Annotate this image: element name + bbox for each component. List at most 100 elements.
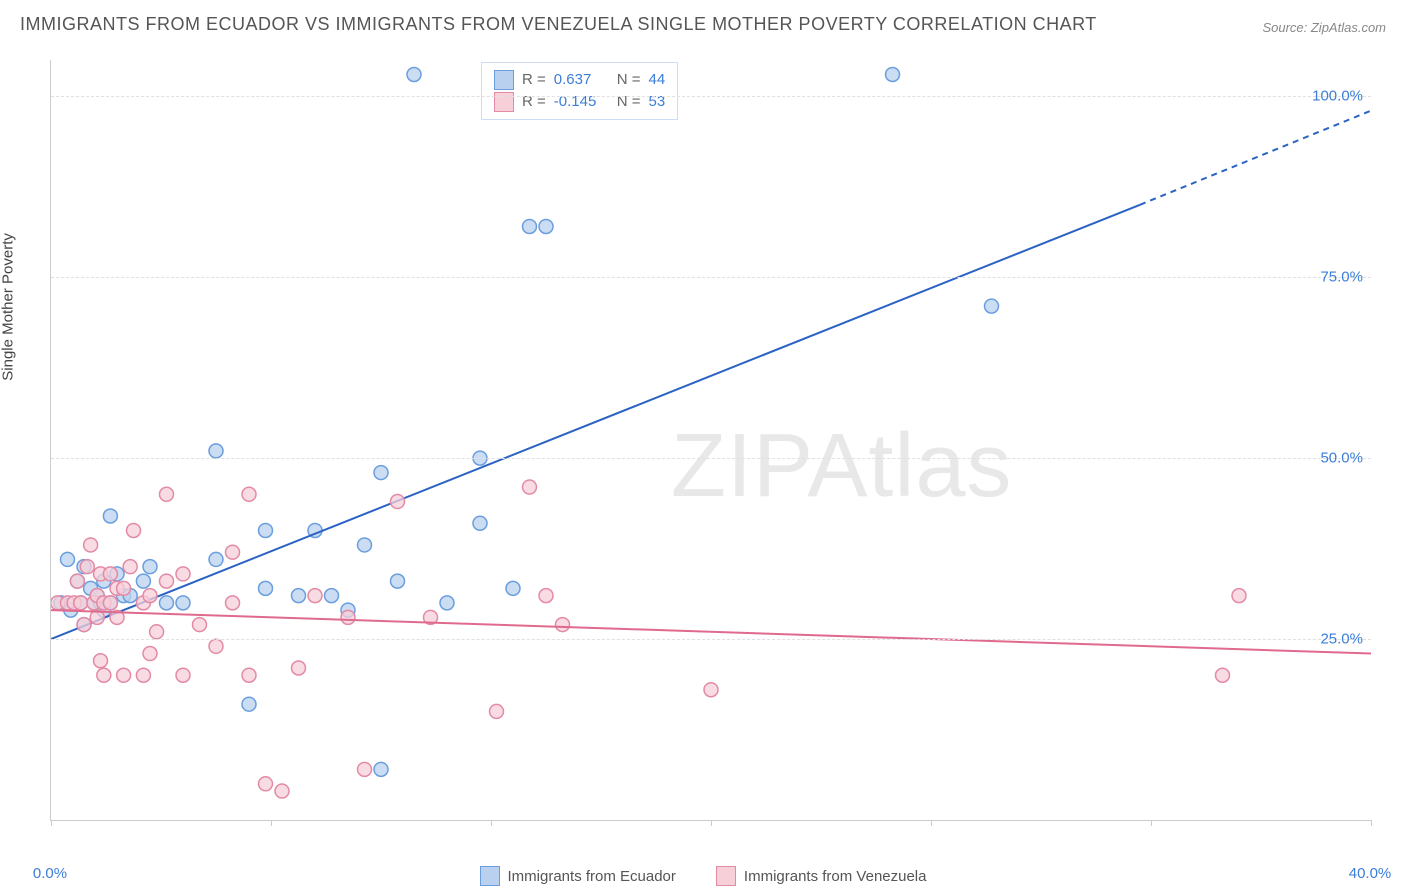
scatter-point [94, 596, 108, 610]
stats-legend-row: R = 0.637 N = 44 [494, 69, 665, 91]
legend-label: Immigrants from Venezuela [744, 868, 927, 885]
chart-title: IMMIGRANTS FROM ECUADOR VS IMMIGRANTS FR… [20, 14, 1097, 35]
scatter-point [506, 581, 520, 595]
legend-item: Immigrants from Venezuela [716, 866, 927, 886]
scatter-point [97, 596, 111, 610]
y-tick-label: 25.0% [1320, 631, 1363, 648]
scatter-point [110, 610, 124, 624]
scatter-point [424, 610, 438, 624]
scatter-point [226, 545, 240, 559]
x-tick-mark [491, 820, 492, 826]
scatter-point [1232, 589, 1246, 603]
scatter-point [103, 567, 117, 581]
plot-area: ZIPAtlas R =0.637N =44R =-0.145N =53 25.… [50, 60, 1371, 821]
scatter-point [103, 596, 117, 610]
scatter-point [374, 762, 388, 776]
r-value: 0.637 [554, 69, 609, 91]
scatter-point [556, 618, 570, 632]
scatter-point [193, 618, 207, 632]
scatter-point [407, 67, 421, 81]
x-tick-mark [711, 820, 712, 826]
trend-line [51, 205, 1140, 639]
scatter-point [259, 523, 273, 537]
y-tick-label: 100.0% [1312, 88, 1363, 105]
scatter-point [67, 596, 81, 610]
scatter-point [358, 762, 372, 776]
scatter-point [325, 589, 339, 603]
scatter-point [97, 668, 111, 682]
scatter-point [242, 668, 256, 682]
scatter-point [110, 567, 124, 581]
scatter-point [292, 589, 306, 603]
y-tick-label: 75.0% [1320, 269, 1363, 286]
scatter-point [275, 784, 289, 798]
scatter-point [473, 516, 487, 530]
scatter-point [74, 596, 88, 610]
scatter-point [117, 589, 131, 603]
scatter-point [136, 668, 150, 682]
scatter-point [70, 574, 84, 588]
scatter-point [127, 523, 141, 537]
watermark: ZIPAtlas [671, 415, 1012, 518]
scatter-point [490, 704, 504, 718]
scatter-point [94, 567, 108, 581]
r-label: R = [522, 69, 546, 91]
scatter-point [123, 589, 137, 603]
y-tick-label: 50.0% [1320, 450, 1363, 467]
scatter-point [90, 589, 104, 603]
x-tick-label-right: 40.0% [1349, 865, 1392, 882]
scatter-point [259, 581, 273, 595]
scatter-point [150, 625, 164, 639]
n-value: 44 [649, 69, 666, 91]
n-label: N = [617, 91, 641, 113]
scatter-point [103, 509, 117, 523]
series-legend: Immigrants from Ecuador Immigrants from V… [0, 866, 1406, 886]
x-tick-label-left: 0.0% [33, 865, 67, 882]
scatter-point [97, 603, 111, 617]
trend-line-dashed [1140, 111, 1371, 205]
scatter-point [176, 596, 190, 610]
n-label: N = [617, 69, 641, 91]
scatter-point [90, 610, 104, 624]
scatter-point [51, 596, 65, 610]
scatter-point [54, 596, 68, 610]
scatter-point [77, 618, 91, 632]
scatter-point [259, 777, 273, 791]
scatter-point [80, 560, 94, 574]
r-label: R = [522, 91, 546, 113]
scatter-point [341, 610, 355, 624]
x-tick-mark [931, 820, 932, 826]
y-axis-label: Single Mother Poverty [0, 233, 17, 381]
scatter-point [136, 574, 150, 588]
scatter-point [209, 552, 223, 566]
scatter-point [242, 697, 256, 711]
scatter-point [523, 480, 537, 494]
scatter-point [143, 589, 157, 603]
scatter-point [391, 495, 405, 509]
scatter-point [94, 654, 108, 668]
scatter-point [90, 589, 104, 603]
x-tick-mark [51, 820, 52, 826]
scatter-point [886, 67, 900, 81]
scatter-point [1216, 668, 1230, 682]
gridline [51, 639, 1371, 640]
scatter-point [87, 596, 101, 610]
plot-svg [51, 60, 1371, 820]
scatter-point [160, 596, 174, 610]
scatter-point [160, 574, 174, 588]
scatter-point [61, 552, 75, 566]
scatter-point [374, 466, 388, 480]
scatter-point [242, 487, 256, 501]
scatter-point [136, 596, 150, 610]
scatter-point [391, 574, 405, 588]
scatter-point [292, 661, 306, 675]
scatter-point [84, 538, 98, 552]
legend-label: Immigrants from Ecuador [508, 868, 676, 885]
scatter-point [209, 444, 223, 458]
scatter-point [103, 596, 117, 610]
scatter-point [341, 603, 355, 617]
source-label: Source: ZipAtlas.com [1262, 20, 1386, 35]
scatter-point [110, 581, 124, 595]
scatter-point [440, 596, 454, 610]
trend-line [51, 610, 1371, 653]
